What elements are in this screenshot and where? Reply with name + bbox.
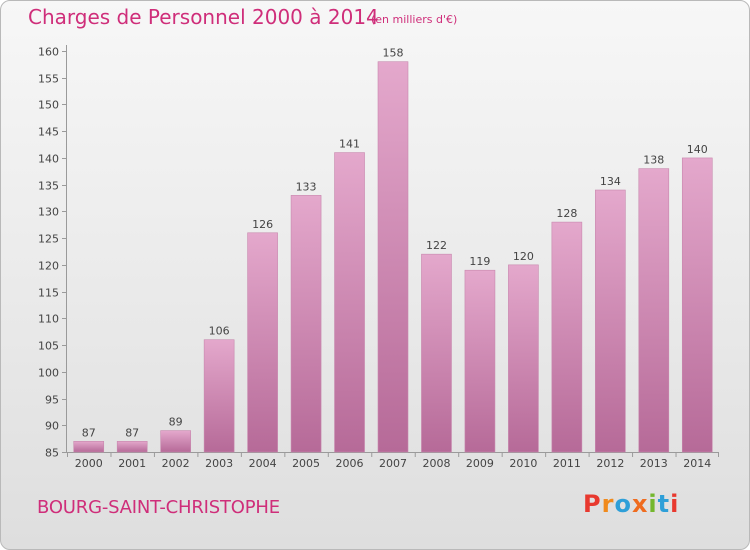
x-tick-label: 2011 [553,457,581,470]
x-tick-label: 2001 [118,457,146,470]
town-name: BOURG-SAINT-CHRISTOPHE [37,497,280,518]
x-tick-label: 2000 [75,457,103,470]
y-tick-label: 155 [38,73,59,86]
x-tick-label: 2005 [292,457,320,470]
logo-letter: t [657,490,671,518]
bar-value-label: 138 [643,154,664,167]
logo-letter: o [614,490,632,518]
x-tick-label: 2012 [596,457,624,470]
bar-value-label: 140 [687,143,708,156]
proxiti-logo: Proxiti [583,490,679,518]
x-tick-label: 2010 [509,457,537,470]
y-tick-label: 100 [38,367,59,380]
x-tick-label: 2002 [162,457,190,470]
bar [290,195,322,453]
bar [508,264,539,453]
x-tick-label: 2014 [683,457,711,470]
y-tick-label: 160 [38,46,59,59]
x-tick-label: 2009 [466,457,494,470]
bar-value-label: 119 [469,255,490,268]
bar [73,441,105,453]
bar-value-label: 134 [600,175,621,188]
bar-value-label: 89 [169,416,183,429]
bar [681,157,713,453]
y-tick-label: 120 [38,260,59,273]
bar-value-label: 141 [339,138,360,151]
y-tick-label: 130 [38,206,59,219]
bar [334,152,365,453]
y-tick-label: 125 [38,233,59,246]
bar [247,232,278,453]
y-tick-label: 85 [45,447,59,460]
x-tick-label: 2007 [379,457,407,470]
y-tick-label: 150 [38,99,59,112]
bar-value-label: 122 [426,239,447,252]
chart-subtitle: (en milliers d'€) [371,13,458,26]
bar-value-label: 106 [209,325,230,338]
y-tick-label: 140 [38,153,59,166]
x-tick-label: 2006 [336,457,364,470]
bar [464,269,496,453]
bar [116,441,148,453]
logo-letter: P [583,490,602,518]
y-tick-label: 95 [45,394,59,407]
bar [638,168,670,453]
bar-value-label: 128 [556,207,577,220]
x-tick-label: 2013 [640,457,668,470]
bar [203,339,235,453]
x-tick-label: 2008 [422,457,450,470]
chart-title: Charges de Personnel 2000 à 2014 [28,5,379,29]
bar-value-label: 126 [252,218,273,231]
bar [377,61,409,453]
bar-value-label: 133 [296,180,317,193]
y-tick-label: 115 [38,287,59,300]
x-tick-label: 2003 [205,457,233,470]
logo-letter: i [670,490,680,518]
y-tick-label: 105 [38,340,59,353]
bar-value-label: 87 [82,426,96,439]
y-tick-label: 110 [38,313,59,326]
logo-letter: r [601,490,615,518]
bar [551,221,583,453]
bar-value-label: 158 [383,47,404,60]
logo-letter: x [631,490,649,518]
logo-letter: i [648,490,658,518]
bar-value-label: 120 [513,250,534,263]
y-tick-label: 90 [45,420,59,433]
bar [421,253,452,453]
bar-value-label: 87 [125,426,139,439]
bar [595,189,626,453]
bar [160,430,191,453]
y-tick-label: 145 [38,126,59,139]
y-tick-label: 135 [38,180,59,193]
x-tick-label: 2004 [249,457,277,470]
